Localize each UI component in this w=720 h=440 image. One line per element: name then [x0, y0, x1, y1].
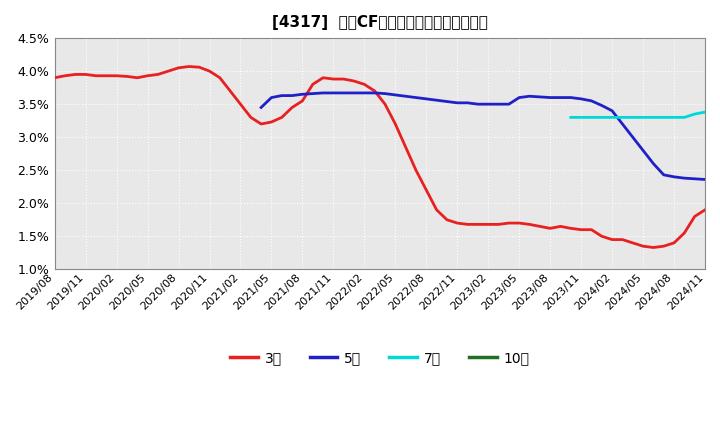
5年 [391, 92, 400, 98]
Title: [4317]  営業CFマージンの標準偏差の推移: [4317] 営業CFマージンの標準偏差の推移 [272, 15, 487, 30]
5年 [598, 103, 606, 108]
3年 [133, 75, 142, 81]
3年 [422, 187, 431, 193]
5年 [453, 100, 462, 106]
5年 [525, 94, 534, 99]
5年 [288, 93, 297, 98]
5年 [494, 102, 503, 107]
7年 [660, 115, 668, 120]
5年 [670, 174, 678, 180]
7年 [587, 115, 595, 120]
7年 [649, 115, 657, 120]
Line: 3年: 3年 [55, 66, 705, 248]
3年 [381, 102, 390, 107]
7年 [670, 115, 678, 120]
5年 [690, 176, 699, 181]
3年 [329, 77, 338, 82]
7年 [618, 115, 626, 120]
5年 [567, 95, 575, 100]
5年 [587, 98, 595, 103]
5年 [329, 90, 338, 95]
Line: 7年: 7年 [571, 112, 705, 117]
5年 [546, 95, 554, 100]
7年 [608, 115, 616, 120]
5年 [401, 94, 410, 99]
5年 [463, 100, 472, 106]
5年 [412, 95, 420, 100]
5年 [556, 95, 564, 100]
5年 [505, 102, 513, 107]
7年 [690, 111, 699, 117]
5年 [339, 90, 348, 95]
5年 [381, 91, 390, 96]
Line: 5年: 5年 [261, 93, 705, 180]
5年 [536, 94, 544, 99]
Legend: 3年, 5年, 7年, 10年: 3年, 5年, 7年, 10年 [225, 345, 535, 371]
3年 [484, 222, 492, 227]
5年 [474, 102, 482, 107]
5年 [515, 95, 523, 100]
5年 [257, 105, 266, 110]
3年 [474, 222, 482, 227]
5年 [443, 99, 451, 104]
5年 [618, 121, 626, 127]
5年 [649, 161, 657, 166]
5年 [308, 91, 317, 96]
5年 [680, 176, 688, 181]
5年 [319, 90, 328, 95]
5年 [608, 108, 616, 114]
5年 [267, 95, 276, 100]
5年 [484, 102, 492, 107]
7年 [567, 115, 575, 120]
5年 [370, 90, 379, 95]
7年 [701, 110, 709, 115]
3年 [649, 245, 657, 250]
5年 [350, 90, 359, 95]
3年 [701, 207, 709, 213]
7年 [598, 115, 606, 120]
3年 [50, 75, 59, 81]
5年 [629, 135, 637, 140]
5年 [639, 148, 647, 153]
7年 [680, 115, 688, 120]
5年 [701, 177, 709, 182]
7年 [577, 115, 585, 120]
5年 [277, 93, 286, 98]
3年 [184, 64, 193, 69]
5年 [360, 90, 369, 95]
5年 [432, 98, 441, 103]
7年 [629, 115, 637, 120]
5年 [577, 96, 585, 102]
5年 [422, 96, 431, 102]
5年 [298, 92, 307, 97]
7年 [639, 115, 647, 120]
5年 [660, 172, 668, 177]
